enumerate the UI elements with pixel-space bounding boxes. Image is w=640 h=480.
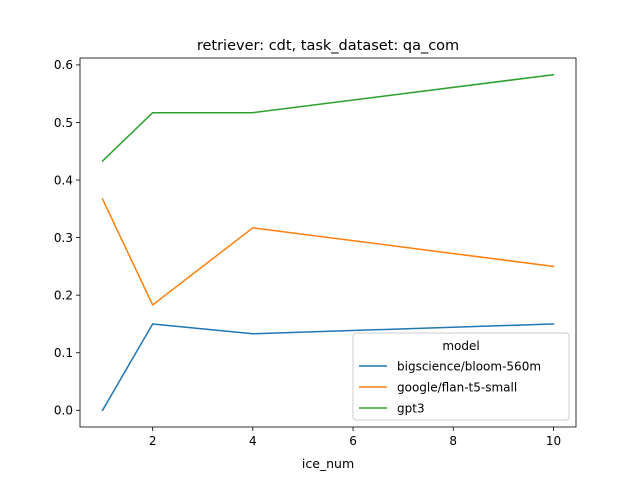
y-tick-label: 0.1 [54,346,73,360]
x-axis-ticks: 2 4 6 8 10 [149,427,561,448]
x-tick-label: 2 [149,434,157,448]
x-tick-label: 6 [349,434,357,448]
y-tick-label: 0.0 [54,404,73,418]
series-line-2 [101,73,555,163]
y-tick-label: 0.2 [54,288,73,302]
x-tick-label: 8 [449,434,457,448]
y-tick-label: 0.6 [54,58,73,72]
legend-label-0: bigscience/bloom-560m [397,359,541,373]
legend: model bigscience/bloom-560m google/flan-t… [352,332,570,421]
x-tick-label: 10 [546,434,561,448]
y-tick-label: 0.3 [54,231,73,245]
x-tick-label: 4 [249,434,257,448]
plot-lines [101,73,555,412]
series-line-0 [101,323,555,412]
legend-label-1: google/flan-t5-small [397,380,517,394]
x-axis-label: ice_num [302,456,354,471]
legend-title: model [442,339,479,353]
chart-title: retriever: cdt, task_dataset: qa_com [197,38,459,54]
legend-label-2: gpt3 [397,401,425,415]
y-tick-label: 0.4 [54,173,73,187]
plot-frame [79,57,577,428]
legend-entries: bigscience/bloom-560m google/flan-t5-smal… [359,359,541,415]
y-axis-ticks: 0.0 0.1 0.2 0.3 0.4 0.5 0.6 [54,58,80,418]
series-line-1 [101,198,555,306]
y-tick-label: 0.5 [54,116,73,130]
legend-box [352,332,570,421]
